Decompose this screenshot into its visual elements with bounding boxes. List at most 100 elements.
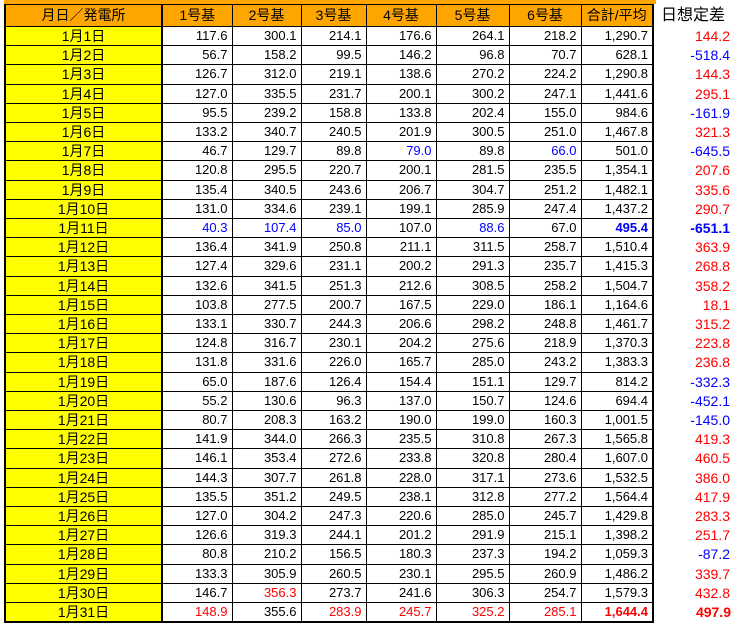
value-cell-unit-1[interactable]: 132.6 <box>161 275 233 296</box>
value-cell-unit-1[interactable]: 46.7 <box>161 141 233 162</box>
value-cell-unit-2[interactable]: 330.7 <box>231 314 302 335</box>
value-cell-unit-4[interactable]: 146.2 <box>365 45 437 66</box>
value-cell-unit-6[interactable]: 260.9 <box>508 563 582 584</box>
total-cell[interactable]: 984.6 <box>580 102 654 124</box>
value-cell-unit-3[interactable]: 244.1 <box>300 525 367 546</box>
value-cell-unit-5[interactable]: 291.3 <box>435 256 510 277</box>
value-cell-unit-5[interactable]: 312.8 <box>435 486 510 508</box>
value-cell-unit-1[interactable]: 148.9 <box>161 602 233 624</box>
daily-diff-cell[interactable]: 417.9 <box>653 487 733 507</box>
value-cell-unit-2[interactable]: 277.5 <box>231 294 302 316</box>
date-cell[interactable]: 1月17日 <box>4 333 163 354</box>
value-cell-unit-3[interactable]: 239.1 <box>300 198 367 220</box>
value-cell-unit-5[interactable]: 285.9 <box>435 198 510 220</box>
value-cell-unit-5[interactable]: 202.4 <box>435 102 510 124</box>
value-cell-unit-2[interactable]: 158.2 <box>231 45 302 66</box>
value-cell-unit-3[interactable]: 266.3 <box>300 429 367 450</box>
value-cell-unit-4[interactable]: 201.9 <box>365 122 437 143</box>
value-cell-unit-2[interactable]: 351.2 <box>231 486 302 508</box>
value-cell-unit-2[interactable]: 307.7 <box>231 467 302 488</box>
value-cell-unit-5[interactable]: 229.0 <box>435 294 510 316</box>
value-cell-unit-1[interactable]: 146.7 <box>161 582 233 604</box>
date-cell[interactable]: 1月19日 <box>4 371 163 392</box>
value-cell-unit-3[interactable]: 249.5 <box>300 486 367 508</box>
value-cell-unit-6[interactable]: 273.6 <box>508 467 582 488</box>
total-cell[interactable]: 1,532.5 <box>580 467 654 488</box>
total-cell[interactable]: 628.1 <box>580 45 654 66</box>
daily-diff-cell[interactable]: 144.3 <box>653 64 733 85</box>
date-cell[interactable]: 1月30日 <box>4 582 163 604</box>
daily-diff-cell[interactable]: 432.8 <box>653 583 733 603</box>
date-cell[interactable]: 1月2日 <box>4 45 163 66</box>
value-cell-unit-3[interactable]: 273.7 <box>300 582 367 604</box>
value-cell-unit-4[interactable]: 211.1 <box>365 237 437 258</box>
value-cell-unit-5[interactable]: 308.5 <box>435 275 510 296</box>
date-cell[interactable]: 1月4日 <box>4 83 163 104</box>
value-cell-unit-6[interactable]: 245.7 <box>508 506 582 527</box>
value-cell-unit-6[interactable]: 160.3 <box>508 410 582 431</box>
value-cell-unit-6[interactable]: 280.4 <box>508 448 582 469</box>
total-cell[interactable]: 1,370.3 <box>580 333 654 354</box>
value-cell-unit-1[interactable]: 95.5 <box>161 102 233 124</box>
value-cell-unit-4[interactable]: 180.3 <box>365 544 437 565</box>
value-cell-unit-5[interactable]: 237.3 <box>435 544 510 565</box>
total-cell[interactable]: 495.4 <box>580 218 654 239</box>
value-cell-unit-3[interactable]: 244.3 <box>300 314 367 335</box>
date-cell[interactable]: 1月24日 <box>4 467 163 488</box>
total-cell[interactable]: 1,461.7 <box>580 314 654 335</box>
value-cell-unit-6[interactable]: 247.4 <box>508 198 582 220</box>
value-cell-unit-5[interactable]: 300.5 <box>435 122 510 143</box>
value-cell-unit-5[interactable]: 88.6 <box>435 218 510 239</box>
value-cell-unit-6[interactable]: 70.7 <box>508 45 582 66</box>
value-cell-unit-2[interactable]: 341.5 <box>231 275 302 296</box>
value-cell-unit-3[interactable]: 214.1 <box>300 25 367 47</box>
value-cell-unit-3[interactable]: 247.3 <box>300 506 367 527</box>
date-cell[interactable]: 1月22日 <box>4 429 163 450</box>
total-cell[interactable]: 1,482.1 <box>580 179 654 200</box>
value-cell-unit-1[interactable]: 80.7 <box>161 410 233 431</box>
value-cell-unit-2[interactable]: 340.7 <box>231 122 302 143</box>
column-header-unit-5[interactable]: 5号基 <box>435 4 510 27</box>
total-cell[interactable]: 1,415.3 <box>580 256 654 277</box>
date-cell[interactable]: 1月5日 <box>4 102 163 124</box>
total-cell[interactable]: 1,510.4 <box>580 237 654 258</box>
value-cell-unit-1[interactable]: 146.1 <box>161 448 233 469</box>
value-cell-unit-1[interactable]: 126.7 <box>161 64 233 85</box>
value-cell-unit-1[interactable]: 124.8 <box>161 333 233 354</box>
value-cell-unit-6[interactable]: 218.2 <box>508 25 582 47</box>
daily-diff-cell[interactable]: 358.2 <box>653 276 733 296</box>
value-cell-unit-1[interactable]: 127.0 <box>161 83 233 104</box>
date-cell[interactable]: 1月26日 <box>4 506 163 527</box>
value-cell-unit-6[interactable]: 224.2 <box>508 64 582 85</box>
column-header-unit-3[interactable]: 3号基 <box>300 4 367 27</box>
total-cell[interactable]: 1,290.7 <box>580 25 654 47</box>
value-cell-unit-5[interactable]: 275.6 <box>435 333 510 354</box>
value-cell-unit-2[interactable]: 319.3 <box>231 525 302 546</box>
daily-diff-cell[interactable]: 335.6 <box>653 180 733 200</box>
value-cell-unit-6[interactable]: 66.0 <box>508 141 582 162</box>
value-cell-unit-4[interactable]: 176.6 <box>365 25 437 47</box>
daily-diff-cell[interactable]: -161.9 <box>653 103 733 123</box>
value-cell-unit-4[interactable]: 238.1 <box>365 486 437 508</box>
value-cell-unit-1[interactable]: 56.7 <box>161 45 233 66</box>
value-cell-unit-2[interactable]: 295.5 <box>231 160 302 181</box>
daily-diff-cell[interactable]: 290.7 <box>653 199 733 219</box>
value-cell-unit-2[interactable]: 331.6 <box>231 352 302 373</box>
daily-diff-cell[interactable]: 223.8 <box>653 333 733 353</box>
value-cell-unit-6[interactable]: 285.1 <box>508 602 582 624</box>
value-cell-unit-5[interactable]: 151.1 <box>435 371 510 392</box>
date-cell[interactable]: 1月6日 <box>4 122 163 143</box>
total-cell[interactable]: 1,383.3 <box>580 352 654 373</box>
value-cell-unit-1[interactable]: 135.4 <box>161 179 233 200</box>
value-cell-unit-1[interactable]: 133.2 <box>161 122 233 143</box>
value-cell-unit-4[interactable]: 206.7 <box>365 179 437 200</box>
value-cell-unit-4[interactable]: 200.1 <box>365 160 437 181</box>
value-cell-unit-1[interactable]: 144.3 <box>161 467 233 488</box>
daily-diff-cell[interactable]: 315.2 <box>653 314 733 334</box>
column-header-total[interactable]: 合計/平均 <box>580 4 654 27</box>
date-cell[interactable]: 1月27日 <box>4 525 163 546</box>
value-cell-unit-3[interactable]: 260.5 <box>300 563 367 584</box>
date-cell[interactable]: 1月18日 <box>4 352 163 373</box>
value-cell-unit-5[interactable]: 325.2 <box>435 602 510 624</box>
value-cell-unit-3[interactable]: 126.4 <box>300 371 367 392</box>
